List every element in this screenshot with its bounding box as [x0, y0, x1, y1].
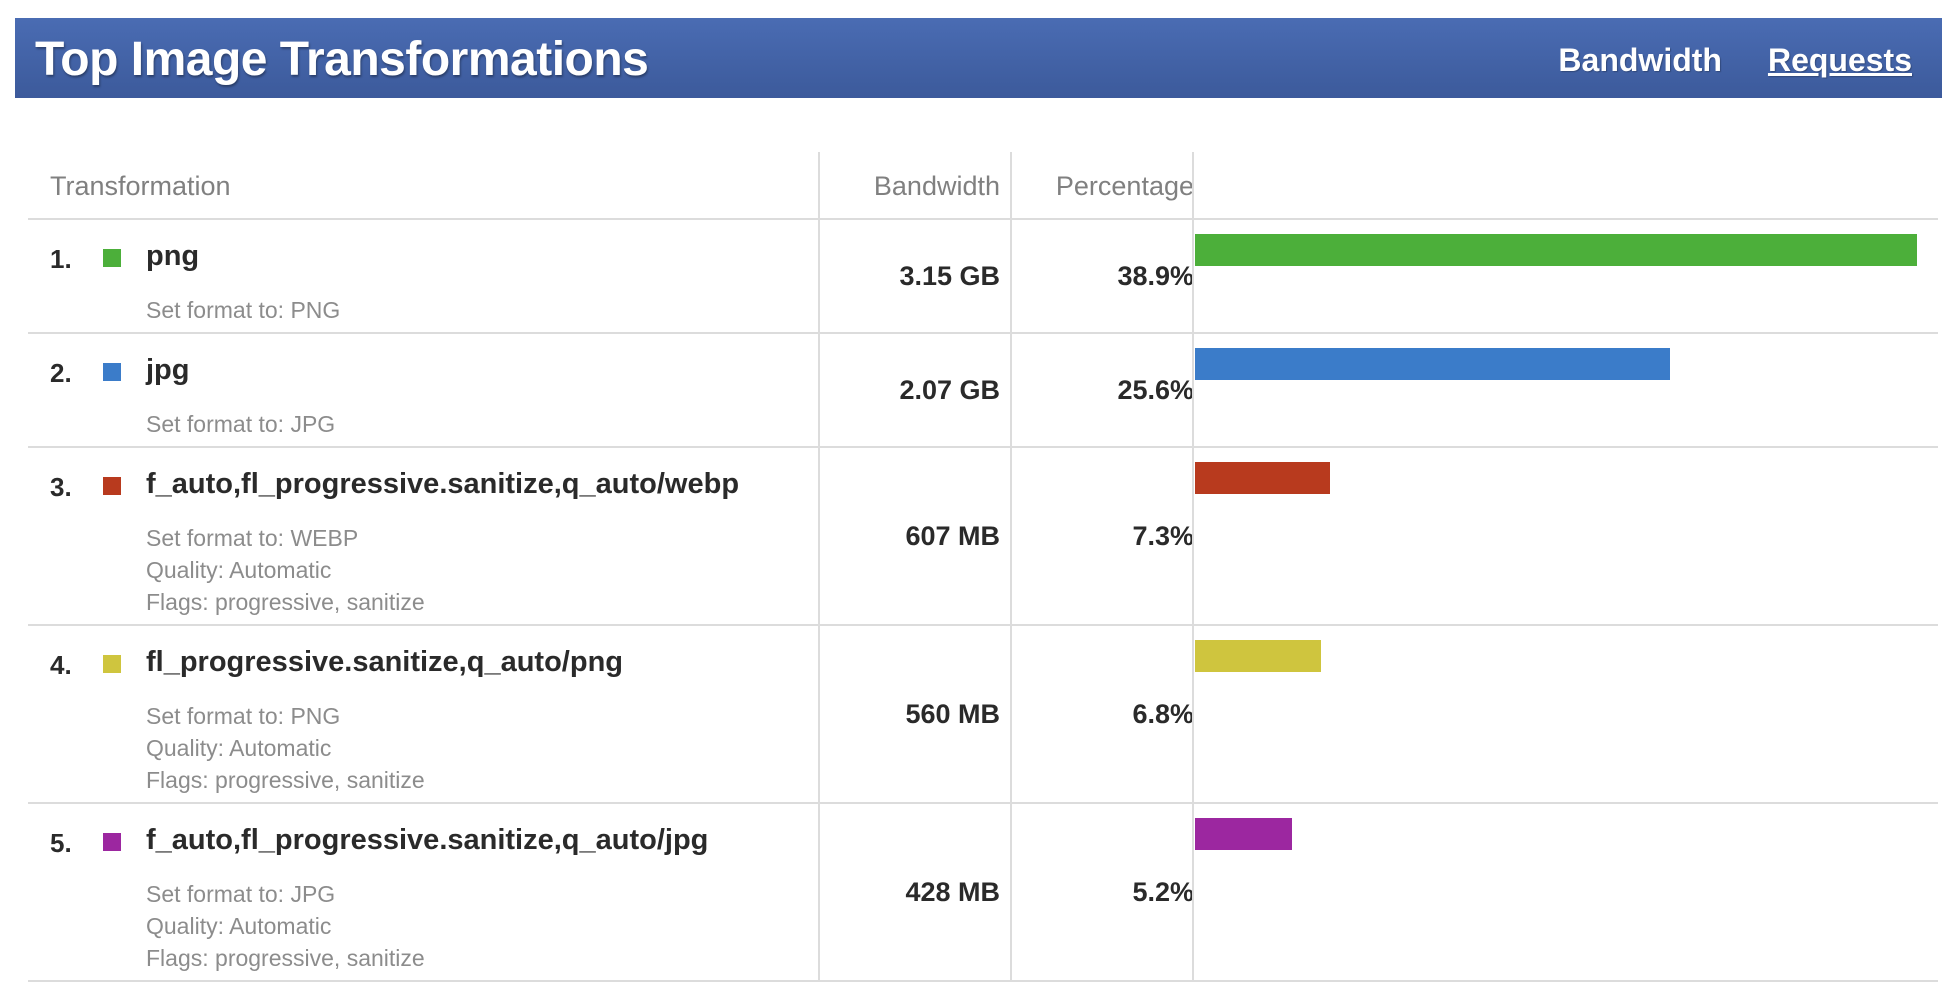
column-header-transformation: Transformation [50, 171, 231, 201]
table-body: 1. png Set format to: PNG 3.15 GB 38.9% 2. jpg… [28, 220, 1938, 982]
requests-link[interactable]: Requests [1767, 41, 1912, 78]
detail-line: Quality: Automatic [146, 913, 332, 939]
percentage-value: 6.8% [1132, 699, 1194, 729]
table-row[interactable]: 4. fl_progressive.sanitize,q_auto/png Set … [28, 626, 1938, 804]
share-bar [1195, 234, 1917, 266]
detail-line: Set format to: JPG [146, 881, 336, 907]
detail-line: Flags: progressive, sanitize [146, 589, 425, 615]
percentage-value: 7.3% [1132, 521, 1194, 551]
transformation-details: Set format to: JPG Quality: Automatic Flag… [146, 878, 425, 974]
color-swatch [103, 249, 121, 267]
bandwidth-value: 428 MB [905, 877, 1000, 907]
table-header: Transformation Bandwidth Percentage [28, 152, 1938, 220]
share-bar [1195, 348, 1670, 380]
table-row[interactable]: 3. f_auto,fl_progressive.sanitize,q_auto/… [28, 448, 1938, 626]
row-rank: 3. [50, 472, 72, 502]
share-bar [1195, 818, 1292, 850]
table-row[interactable]: 2. jpg Set format to: JPG 2.07 GB 25.6% [28, 334, 1938, 448]
bandwidth-value: 560 MB [905, 699, 1000, 729]
table-row[interactable]: 1. png Set format to: PNG 3.15 GB 38.9% [28, 220, 1938, 334]
transformation-details: Set format to: PNG Quality: Automatic Flag… [146, 700, 425, 796]
detail-line: Quality: Automatic [146, 735, 332, 761]
detail-line: Set format to: WEBP [146, 525, 359, 551]
share-bar [1195, 462, 1330, 494]
detail-line: Flags: progressive, sanitize [146, 945, 425, 971]
bandwidth-value: 3.15 GB [899, 261, 1000, 291]
detail-line: Flags: progressive, sanitize [146, 767, 425, 793]
transformation-details: Set format to: JPG [146, 408, 335, 440]
metric-toggle: Bandwidth Requests [1558, 40, 1912, 80]
transformation-name: fl_progressive.sanitize,q_auto/png [146, 646, 623, 678]
percentage-value: 5.2% [1132, 877, 1194, 907]
column-divider [1192, 152, 1194, 982]
header-bar: Top Image Transformations Bandwidth Requ… [15, 18, 1942, 98]
row-rank: 5. [50, 828, 72, 858]
column-divider [1010, 152, 1012, 982]
row-rank: 4. [50, 650, 72, 680]
transformation-name: png [146, 240, 200, 272]
transformation-details: Set format to: WEBP Quality: Automatic Fla… [146, 522, 425, 618]
transformation-name: f_auto,fl_progressive.sanitize,q_auto/jp… [146, 824, 709, 856]
row-rank: 1. [50, 244, 72, 274]
column-header-bandwidth: Bandwidth [873, 171, 1000, 201]
detail-line: Set format to: JPG [146, 411, 336, 437]
detail-line: Set format to: PNG [146, 703, 341, 729]
bandwidth-value: 2.07 GB [899, 375, 1000, 405]
column-divider [818, 152, 820, 982]
share-bar [1195, 640, 1321, 672]
detail-line: Set format to: PNG [146, 297, 341, 323]
bandwidth-value: 607 MB [905, 521, 1000, 551]
transformation-name: f_auto,fl_progressive.sanitize,q_auto/we… [146, 468, 740, 500]
transformation-details: Set format to: PNG [146, 294, 340, 326]
color-swatch [103, 363, 121, 381]
percentage-value: 25.6% [1117, 375, 1194, 405]
table-row[interactable]: 5. f_auto,fl_progressive.sanitize,q_auto/… [28, 804, 1938, 982]
row-rank: 2. [50, 358, 72, 388]
color-swatch [103, 833, 121, 851]
percentage-value: 38.9% [1117, 261, 1194, 291]
bandwidth-tab[interactable]: Bandwidth [1558, 41, 1722, 78]
column-header-percentage: Percentage [1055, 171, 1194, 201]
transformation-name: jpg [146, 354, 190, 386]
page-title: Top Image Transformations [35, 33, 649, 86]
color-swatch [103, 655, 121, 673]
transformations-table: Transformation Bandwidth Percentage 1. pn… [28, 152, 1938, 982]
color-swatch [103, 477, 121, 495]
detail-line: Quality: Automatic [146, 557, 332, 583]
